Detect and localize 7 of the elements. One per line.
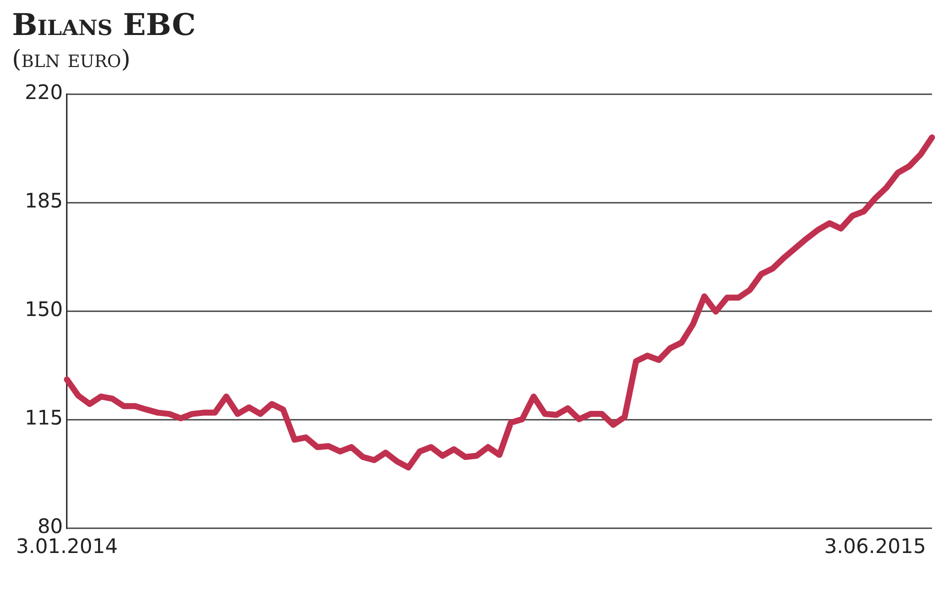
chart-subtitle: (bln euro) [12, 44, 132, 74]
y-tick-label: 220 [24, 80, 63, 104]
y-tick-label: 185 [24, 188, 63, 213]
x-tick-label: 3.06.2015 [824, 534, 926, 558]
y-tick-label: 115 [24, 406, 63, 430]
chart-title: Bilans EBC [12, 8, 197, 44]
y-tick-label: 150 [24, 297, 63, 322]
